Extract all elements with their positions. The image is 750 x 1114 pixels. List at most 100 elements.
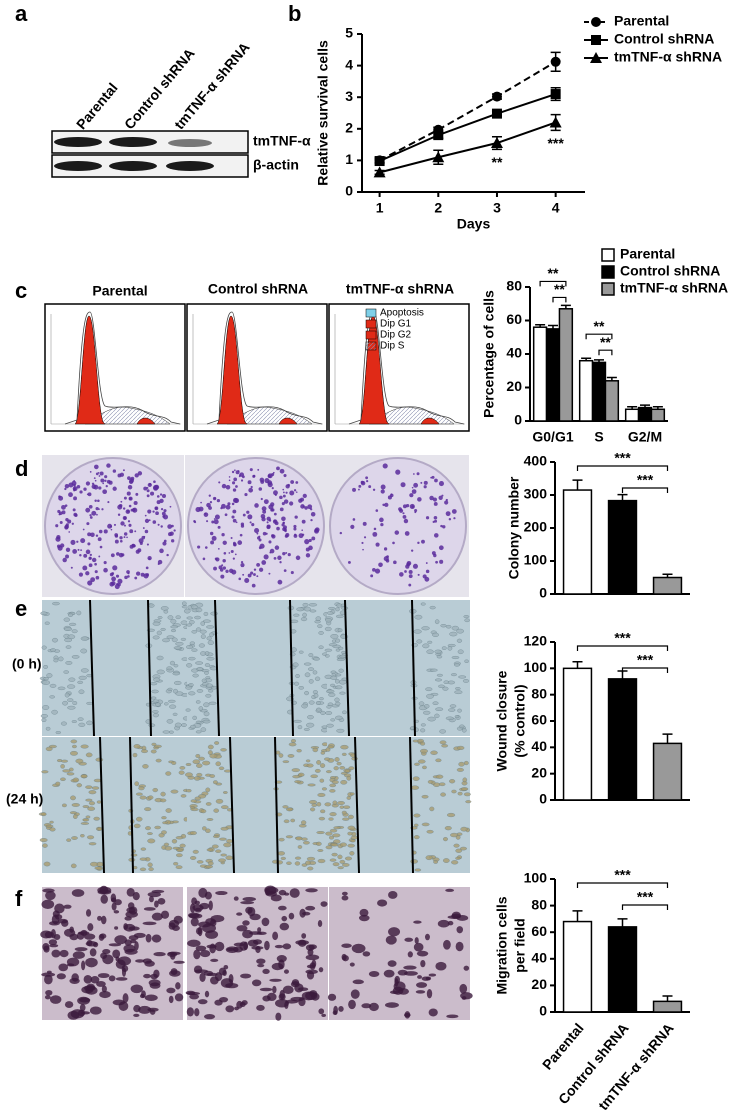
colony <box>89 514 92 517</box>
colony <box>91 482 95 485</box>
colony <box>65 547 71 552</box>
colony <box>138 538 144 544</box>
cell <box>460 826 468 832</box>
cell <box>298 824 307 828</box>
cell <box>198 706 204 711</box>
cell <box>337 866 344 870</box>
series-line <box>379 60 557 162</box>
colony <box>434 478 438 483</box>
cell <box>329 789 336 793</box>
migrated-cell <box>428 1008 438 1017</box>
cell <box>342 863 350 867</box>
colony <box>132 508 136 512</box>
cell <box>451 860 459 865</box>
colony <box>225 569 229 573</box>
cell <box>142 764 149 769</box>
y-tick-label: 200 <box>524 519 548 535</box>
migrated-cell <box>299 908 306 918</box>
cell <box>462 777 468 783</box>
panel-letter: b <box>288 1 301 26</box>
colony <box>347 560 351 564</box>
cell <box>286 861 292 865</box>
colony <box>163 509 167 513</box>
cell <box>196 763 203 768</box>
cell <box>454 715 460 719</box>
colony <box>77 548 80 551</box>
point <box>550 56 561 67</box>
cell <box>60 721 67 726</box>
colony <box>104 479 107 483</box>
cell <box>176 848 184 852</box>
significance-label: ** <box>554 281 565 297</box>
cell <box>86 701 93 705</box>
migrated-cell <box>259 987 273 992</box>
cell <box>304 672 311 678</box>
cell <box>165 771 172 776</box>
legend-swatch <box>365 341 377 351</box>
cell <box>308 679 314 684</box>
cell <box>414 823 419 827</box>
colony <box>116 552 120 556</box>
cell <box>42 843 48 848</box>
colony <box>352 487 356 492</box>
colony <box>285 551 288 554</box>
colony <box>78 572 84 577</box>
cell <box>179 843 186 848</box>
cell <box>302 612 307 618</box>
cell <box>166 719 174 724</box>
colony <box>73 484 76 487</box>
wound-edge <box>214 599 220 737</box>
migrated-cell <box>317 920 323 927</box>
significance-bracket <box>552 296 567 303</box>
colony <box>417 573 420 576</box>
cell <box>412 776 420 781</box>
colony <box>301 533 305 537</box>
cell <box>317 624 323 629</box>
cell <box>43 665 48 669</box>
colony <box>73 496 77 501</box>
colony <box>451 509 457 514</box>
colony <box>232 541 236 545</box>
colony <box>106 479 111 484</box>
migrated-cell <box>110 897 117 903</box>
colony <box>124 524 126 527</box>
cell <box>207 640 214 645</box>
colony <box>242 573 245 576</box>
colony <box>85 481 91 486</box>
migrated-cell <box>83 933 96 940</box>
migrated-cell <box>279 922 290 931</box>
colony <box>250 571 254 575</box>
y-tick-label: 20 <box>531 976 547 992</box>
cell <box>170 619 177 624</box>
colony <box>389 493 394 498</box>
cell <box>315 616 322 621</box>
colony <box>117 473 122 478</box>
colony <box>302 493 307 499</box>
legend-swatch <box>365 319 377 329</box>
cell <box>329 783 337 788</box>
colony <box>161 494 167 499</box>
cell <box>161 845 167 850</box>
cell <box>80 648 88 654</box>
point <box>550 89 561 100</box>
cell <box>305 860 312 866</box>
cell <box>190 856 197 860</box>
colony <box>301 519 306 524</box>
colony <box>204 546 208 549</box>
colony <box>94 570 98 574</box>
cell <box>449 631 458 637</box>
cell <box>319 778 325 783</box>
cell <box>300 820 307 825</box>
cell <box>426 829 434 834</box>
cell <box>193 776 201 781</box>
wound-edge <box>411 599 416 737</box>
colony <box>91 484 97 489</box>
cell <box>220 748 227 752</box>
legend-label: tmTNF-α shRNA <box>620 280 728 296</box>
point <box>491 108 502 119</box>
migrated-cell <box>301 933 307 939</box>
cell <box>80 822 90 825</box>
migrated-cell <box>228 974 234 984</box>
colony <box>114 533 119 537</box>
cell <box>316 707 322 712</box>
